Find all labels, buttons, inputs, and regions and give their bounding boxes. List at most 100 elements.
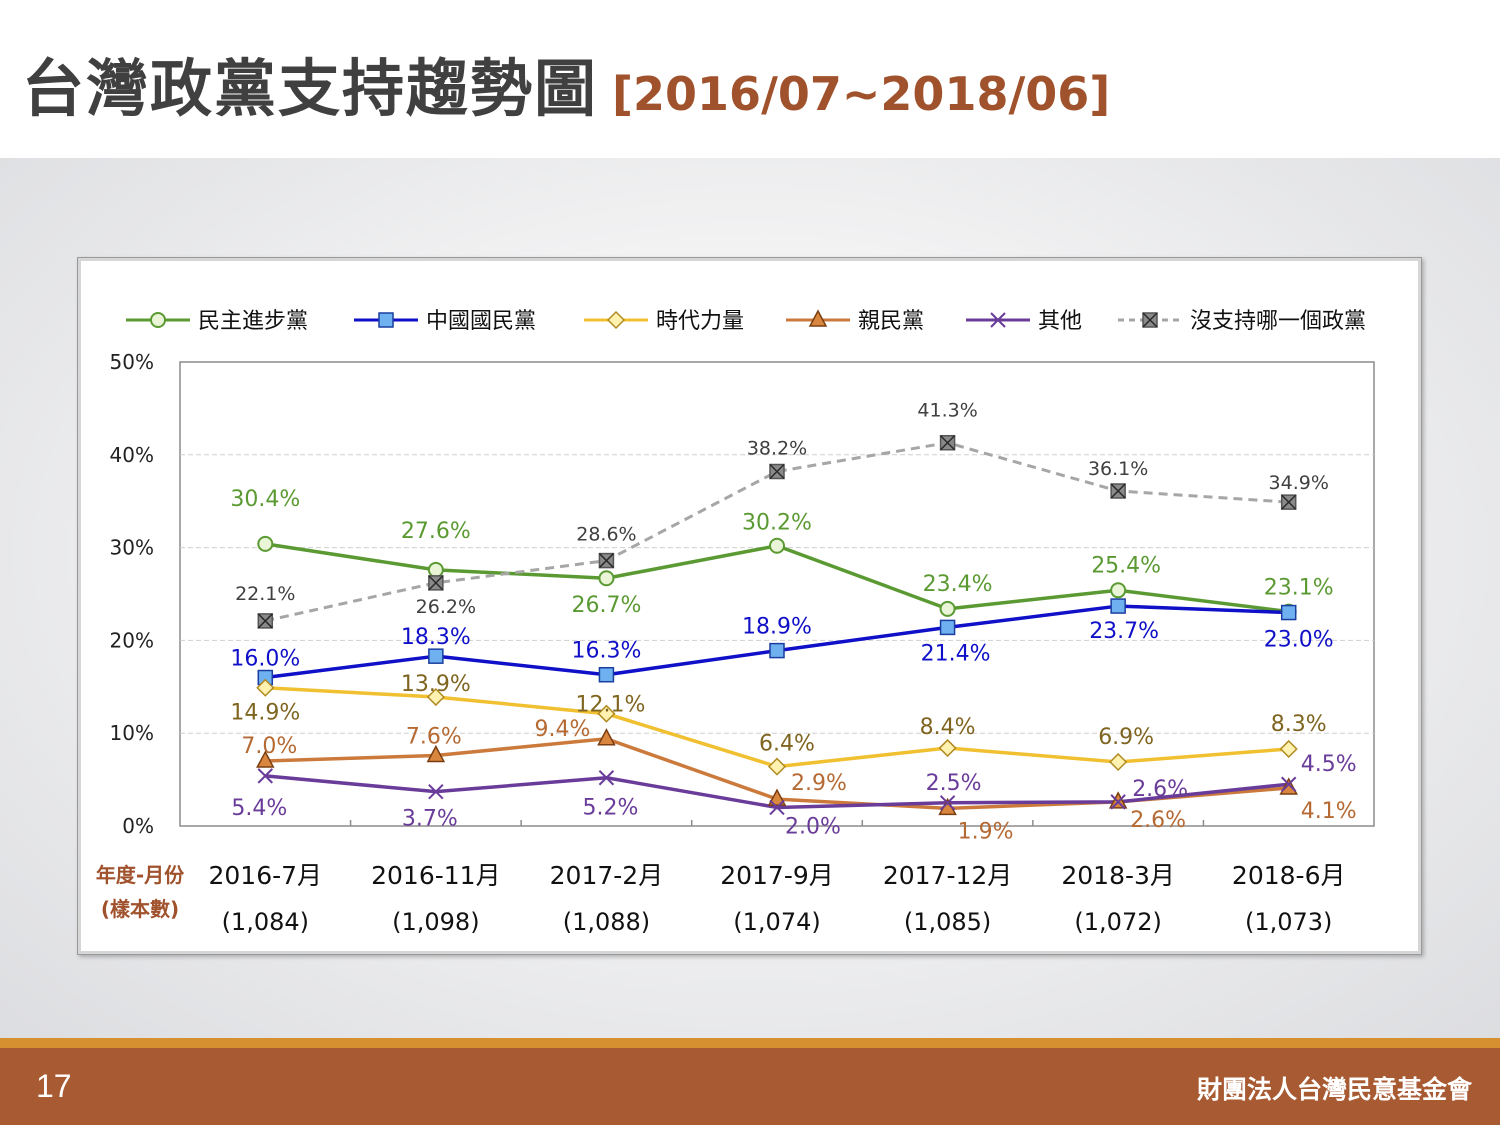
legend-label-kmt: 中國國民黨: [426, 309, 536, 334]
data-point-none: [769, 463, 785, 480]
data-label-npp: 13.9%: [401, 672, 471, 697]
sample-size-label: (1,084): [222, 908, 309, 936]
data-label-npp: 14.9%: [230, 701, 300, 726]
data-point-none: [257, 613, 274, 629]
data-point-dpp: [769, 537, 785, 554]
data-point-kmt: [598, 666, 615, 683]
legend-label-pfp: 親民黨: [858, 309, 924, 334]
legend-label-none: 沒支持哪一個政黨: [1190, 309, 1366, 334]
sample-size-label: (1,074): [733, 908, 820, 936]
data-point-dpp: [1110, 582, 1127, 599]
data-point-dpp: [598, 570, 615, 587]
legend-label-npp: 時代力量: [656, 309, 744, 334]
data-point-none: [598, 552, 615, 569]
data-label-dpp: 27.6%: [401, 519, 471, 544]
chart-frame: 0% 10% 20% 30% 40% 50% 2016-7月 (1,084) 2016-11月 (…: [77, 257, 1422, 955]
data-label-pfp: 2.9%: [791, 771, 847, 796]
data-label-other: 2.0%: [785, 814, 841, 839]
data-label-none: 28.6%: [576, 524, 636, 546]
data-label-kmt: 23.7%: [1089, 619, 1159, 644]
legend-marker-dpp: [150, 312, 166, 328]
data-point-none: [1110, 483, 1126, 499]
y-tick-label: 0%: [122, 814, 154, 838]
data-point-dpp: [939, 600, 956, 617]
legend-label-dpp: 民主進步黨: [198, 309, 308, 334]
data-label-pfp: 4.1%: [1301, 799, 1357, 824]
data-label-other: 5.2%: [582, 796, 638, 821]
data-label-other: 4.5%: [1301, 752, 1357, 777]
data-label-pfp: 7.0%: [241, 734, 297, 759]
sample-size-label: (1,073): [1245, 908, 1332, 936]
data-point-npp: [1109, 752, 1128, 772]
data-label-dpp: 23.4%: [923, 572, 993, 597]
data-point-other: [598, 770, 615, 786]
data-label-none: 38.2%: [747, 438, 807, 460]
legend-marker-kmt: [378, 312, 394, 328]
footer-bar: [0, 1048, 1500, 1125]
data-point-other: [769, 799, 785, 816]
data-point-none: [428, 575, 444, 591]
data-point-dpp: [257, 535, 274, 552]
x-tick-label: 2017-12月: [883, 861, 1012, 890]
data-label-pfp: 2.6%: [1130, 808, 1186, 833]
data-label-other: 3.7%: [402, 807, 458, 832]
data-point-other: [1110, 794, 1126, 810]
data-label-dpp: 26.7%: [571, 593, 641, 618]
data-point-pfp: [1108, 791, 1128, 809]
x-tick-label: 2018-3月: [1061, 861, 1175, 890]
x-tick-label: 2017-9月: [720, 861, 834, 890]
y-tick-label: 40%: [110, 443, 154, 467]
x-tick-label: 2018-6月: [1232, 861, 1346, 890]
data-label-kmt: 16.0%: [230, 647, 300, 672]
x-axis-title: (樣本數): [101, 897, 179, 921]
data-label-none: 34.9%: [1269, 472, 1329, 494]
data-point-other: [257, 768, 273, 784]
slide-title-main: 台灣政黨支持趨勢圖: [22, 52, 599, 125]
sample-size-label: (1,085): [904, 908, 991, 936]
data-point-kmt: [769, 642, 785, 659]
data-point-kmt: [1280, 604, 1297, 621]
data-point-other: [939, 795, 956, 811]
data-point-pfp: [767, 788, 787, 806]
data-point-kmt: [428, 648, 444, 664]
slide-title-date-range: [2016/07~2018/06]: [612, 67, 1111, 121]
data-point-other: [1281, 776, 1297, 792]
data-label-npp: 8.4%: [920, 715, 976, 740]
data-point-npp: [597, 704, 616, 723]
y-tick-label: 10%: [110, 721, 154, 745]
footer-accent-line: [0, 1038, 1500, 1048]
party-support-line-chart: 0% 10% 20% 30% 40% 50% 2016-7月 (1,084) 2016-11月 (…: [96, 309, 1375, 936]
data-point-other: [428, 783, 444, 800]
data-label-kmt: 18.9%: [742, 615, 812, 640]
x-tick-label: 2016-7月: [209, 861, 323, 890]
data-label-pfp: 7.6%: [406, 724, 462, 749]
x-tick-label: 2017-2月: [550, 861, 664, 890]
x-tick-label: 2016-11月: [371, 861, 500, 890]
data-point-pfp: [426, 744, 446, 763]
y-tick-label: 50%: [110, 350, 154, 374]
data-label-dpp: 30.4%: [230, 487, 300, 512]
page-number: 17: [36, 1068, 72, 1104]
data-label-none: 36.1%: [1088, 458, 1148, 480]
data-label-kmt: 23.0%: [1264, 628, 1334, 653]
data-label-npp: 12.1%: [575, 693, 645, 718]
data-point-kmt: [939, 619, 956, 636]
data-label-npp: 6.9%: [1098, 725, 1154, 750]
data-label-npp: 8.3%: [1271, 712, 1327, 737]
data-point-pfp: [256, 750, 275, 768]
data-label-dpp: 25.4%: [1091, 553, 1161, 578]
sample-size-label: (1,072): [1074, 908, 1161, 936]
legend-marker-none: [1142, 312, 1158, 328]
x-axis-title: 年度-月份: [96, 863, 185, 887]
data-point-pfp: [1279, 777, 1298, 795]
data-point-npp: [767, 757, 787, 776]
slide-title: 台灣政黨支持趨勢圖 [2016/07~2018/06]: [22, 38, 1110, 128]
organization-name: 財團法人台灣民意基金會: [1196, 1075, 1472, 1104]
data-label-other: 2.6%: [1132, 777, 1188, 802]
legend-marker-other: [990, 312, 1006, 328]
data-label-pfp: 1.9%: [958, 819, 1014, 844]
data-label-dpp: 30.2%: [742, 511, 812, 536]
data-point-pfp: [597, 728, 616, 746]
legend-marker-npp: [606, 310, 626, 330]
data-label-other: 2.5%: [926, 771, 982, 796]
